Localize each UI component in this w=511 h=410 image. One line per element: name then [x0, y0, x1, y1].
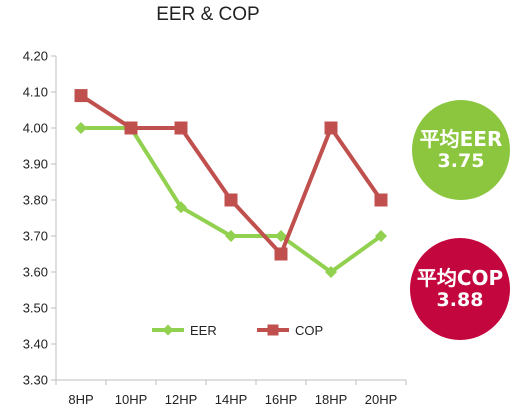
- data-point-cop: [224, 193, 238, 207]
- x-tick-label: 16HP: [265, 392, 298, 407]
- x-tick-label: 18HP: [315, 392, 348, 407]
- data-point-eer: [275, 230, 287, 242]
- average-eer-label: 平均EER: [419, 126, 503, 151]
- average-eer-badge: 平均EER 3.75: [412, 100, 510, 200]
- series-layer: [74, 89, 388, 278]
- y-tick-label: 3.40: [23, 337, 48, 352]
- y-axis: 4.20 4.10 4.00 3.90 3.80 3.70 3.60 3.50 3.40 3.30: [23, 49, 57, 388]
- x-tick-label: 20HP: [365, 392, 398, 407]
- data-point-cop: [324, 121, 338, 135]
- y-tick-label: 3.90: [23, 157, 48, 172]
- average-eer-value: 3.75: [437, 149, 485, 172]
- legend-label: COP: [295, 323, 323, 338]
- average-cop-label: 平均COP: [416, 265, 504, 290]
- data-point-cop: [174, 121, 188, 135]
- data-point-cop: [374, 193, 388, 207]
- y-tick-label: 3.30: [23, 373, 48, 388]
- data-point-cop: [274, 247, 288, 261]
- average-cop-value: 3.88: [436, 288, 484, 311]
- legend-item-cop: COP: [257, 323, 323, 338]
- data-point-eer: [75, 122, 87, 134]
- series-cop: [74, 89, 388, 261]
- data-point-cop: [74, 89, 88, 103]
- legend-item-eer: EER: [152, 323, 217, 338]
- x-tick-label: 10HP: [115, 392, 148, 407]
- x-axis: 8HP 10HP 12HP 14HP 16HP 18HP 20HP: [55, 379, 407, 407]
- chart-title: EER & COP: [156, 4, 259, 25]
- y-tick-label: 4.00: [23, 121, 48, 136]
- y-tick-label: 3.70: [23, 229, 48, 244]
- average-cop-badge: 平均COP 3.88: [410, 238, 510, 340]
- data-point-eer: [225, 230, 237, 242]
- x-tick-label: 8HP: [68, 392, 93, 407]
- x-tick-label: 14HP: [215, 392, 248, 407]
- legend-swatch-marker: [267, 324, 279, 336]
- data-point-eer: [375, 230, 387, 242]
- y-tick-label: 3.50: [23, 301, 48, 316]
- y-tick-label: 3.80: [23, 193, 48, 208]
- legend: EER COP: [152, 323, 323, 338]
- y-tick-label: 4.10: [23, 85, 48, 100]
- data-point-eer: [325, 266, 337, 278]
- y-tick-label: 4.20: [23, 49, 48, 64]
- data-point-eer: [175, 201, 187, 214]
- legend-label: EER: [190, 323, 217, 338]
- legend-swatch-marker: [162, 324, 174, 336]
- y-tick-label: 3.60: [23, 265, 48, 280]
- data-point-cop: [124, 121, 138, 135]
- x-tick-label: 12HP: [165, 392, 198, 407]
